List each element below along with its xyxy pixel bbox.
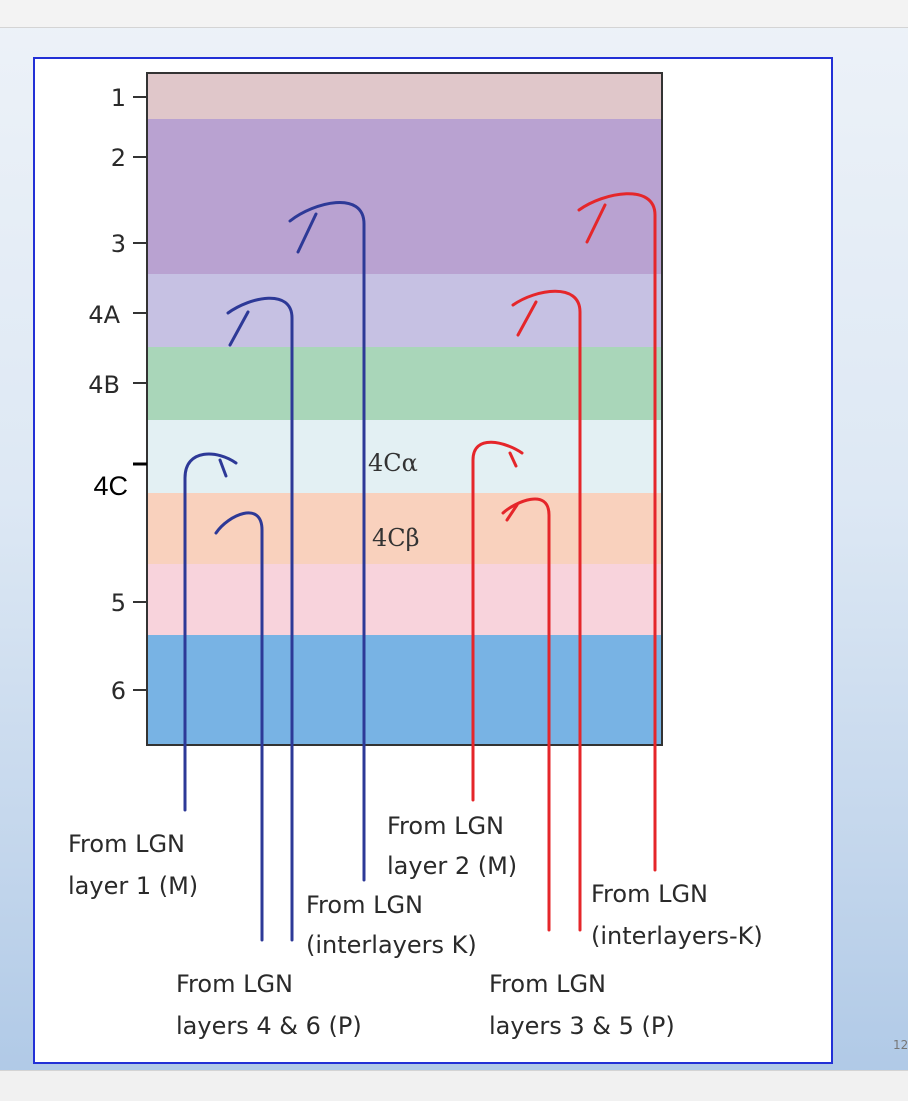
layer-label-5: 5 <box>111 589 126 617</box>
layer-band-4c-beta <box>147 493 662 564</box>
layer-label-4b: 4B <box>88 371 120 399</box>
axon-lgn-layers-4-6 <box>214 511 264 942</box>
blue-axons <box>183 200 366 942</box>
layer-band-1 <box>147 73 662 119</box>
layer-band-4a <box>147 274 662 347</box>
sublayer-label-4c-beta: 4Cβ <box>372 524 420 552</box>
caption-lgn-layers-4-6-line2: layers 4 & 6 (P) <box>176 1012 362 1040</box>
caption-lgn-interlayers-k-right-line1: From LGN <box>591 880 708 908</box>
axon-lgn-layers-3-5 <box>501 497 551 932</box>
caption-lgn-interlayers-k-left-line2: (interlayers K) <box>306 931 477 959</box>
caption-lgn-layers-3-5: From LGN layers 3 & 5 (P) <box>489 970 675 1040</box>
layer-band-4c-alpha <box>147 420 662 493</box>
layer-band-2 <box>147 119 662 197</box>
caption-lgn-interlayers-k-left: From LGN (interlayers K) <box>306 891 477 959</box>
caption-lgn-interlayers-k-right-line2: (interlayers-K) <box>591 922 763 950</box>
caption-lgn-interlayers-k-right: From LGN (interlayers-K) <box>591 880 763 950</box>
caption-lgn-layers-4-6: From LGN layers 4 & 6 (P) <box>176 970 362 1040</box>
layer-band-6 <box>147 635 662 745</box>
axon-lgn-layer1 <box>183 452 238 812</box>
sublayer-label-4c-alpha: 4Cα <box>368 449 418 477</box>
caption-lgn-layers-4-6-line1: From LGN <box>176 970 293 998</box>
layer-label-4a: 4A <box>88 301 120 329</box>
axis-ticks <box>133 96 147 691</box>
layer-label-6: 6 <box>111 677 126 705</box>
window-top-bar <box>0 0 908 28</box>
axon-lgn-interlayers-k-right-b <box>577 192 657 872</box>
caption-lgn-layer2: From LGN layer 2 (M) <box>387 812 517 880</box>
layer-label-3: 3 <box>111 230 126 258</box>
layer-label-1: 1 <box>111 84 126 112</box>
window-bottom-bar <box>0 1070 908 1101</box>
caption-lgn-layer2-line1: From LGN <box>387 812 504 840</box>
caption-lgn-layer2-line2: layer 2 (M) <box>387 852 517 880</box>
cortex-outline <box>146 72 663 746</box>
layer-label-4c: 4C <box>93 471 128 501</box>
caption-lgn-layers-3-5-line1: From LGN <box>489 970 606 998</box>
axon-lgn-layer2 <box>471 440 524 802</box>
layer-band-5 <box>147 564 662 635</box>
layer-band-4b <box>147 347 662 420</box>
slide-number: 12 <box>893 1038 908 1052</box>
caption-lgn-layer1: From LGN layer 1 (M) <box>68 830 198 900</box>
caption-lgn-layers-3-5-line2: layers 3 & 5 (P) <box>489 1012 675 1040</box>
axon-lgn-interlayers-k-left-a <box>226 296 294 942</box>
caption-lgn-layer1-line2: layer 1 (M) <box>68 872 198 900</box>
caption-lgn-interlayers-k-left-line1: From LGN <box>306 891 423 919</box>
caption-lgn-layer1-line1: From LGN <box>68 830 185 858</box>
axon-lgn-interlayers-k-right-a <box>511 289 582 932</box>
layer-label-2: 2 <box>111 144 126 172</box>
axon-lgn-interlayers-k-left-b <box>288 200 366 882</box>
layer-band-3 <box>147 197 662 274</box>
red-axons <box>471 192 657 932</box>
